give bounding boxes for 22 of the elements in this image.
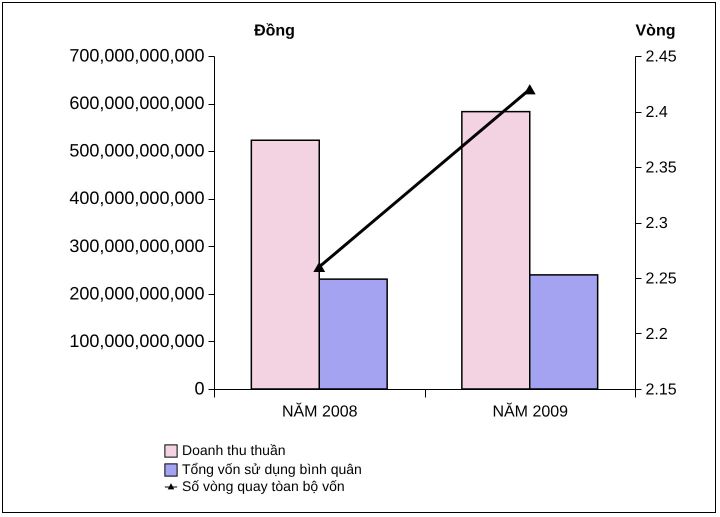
legend-label: Tổng vốn sử dụng bình quân (182, 461, 362, 477)
y2-tick-label: 2.3 (646, 215, 668, 232)
y2-tick-label: 2.15 (646, 382, 677, 398)
y2-tick-label: 2.25 (646, 270, 677, 288)
y-tick-label: 100,000,000,000 (69, 330, 204, 351)
legend-label: Số vòng quay tòan bộ vốn (182, 478, 345, 494)
y2-tick-label: 2.45 (646, 48, 677, 66)
x-tick-label: NĂM 2008 (282, 402, 358, 420)
y-tick-label: 0 (194, 378, 204, 398)
y-tick-label: 300,000,000,000 (69, 236, 204, 256)
y-tick-label: 600,000,000,000 (69, 93, 204, 114)
y-tick-label: 400,000,000,000 (69, 188, 204, 208)
y-tick-label: 500,000,000,000 (69, 140, 204, 161)
y-tick-label: 200,000,000,000 (69, 283, 204, 304)
y-tick-label: 700,000,000,000 (69, 46, 204, 66)
y2-tick-label: 2.35 (646, 160, 677, 176)
y-axis-title: Đồng (254, 22, 295, 40)
y2-tick-label: 2.2 (646, 326, 668, 343)
y2-tick-label: 2.4 (646, 104, 668, 121)
y2-axis-title: Vòng (636, 22, 676, 40)
x-tick-label: NĂM 2009 (492, 402, 568, 420)
legend-label: Doanh thu thuần (182, 442, 286, 458)
